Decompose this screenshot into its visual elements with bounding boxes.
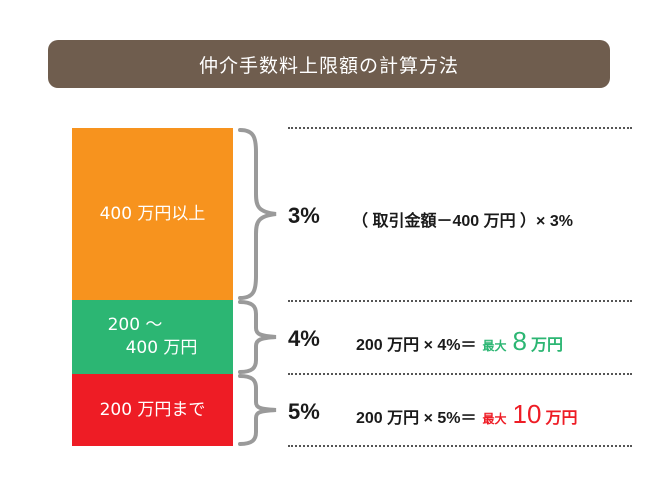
rate-5-percent: 5%	[288, 399, 320, 424]
max-label: 最大	[482, 412, 507, 426]
tier-label: 200 ～ 400 万円	[108, 314, 198, 360]
formula-text: 200 万円 × 5%＝	[356, 410, 477, 427]
rate-3-percent: 3%	[288, 203, 320, 228]
page-title: 仲介手数料上限額の計算方法	[198, 54, 459, 77]
formula-text: 200 万円 × 4%＝	[356, 337, 477, 354]
formula-tier-high: （ 取引金額－400 万円 ）× 3%	[352, 213, 573, 230]
max-value: 8	[512, 326, 527, 356]
tier-label: 400 万円以上	[99, 203, 206, 224]
tier-label-line1: 200 ～	[107, 315, 163, 336]
dotted-divider	[288, 127, 632, 129]
formula-tier-mid: 200 万円 × 4%＝ 最大 8 万円	[356, 326, 563, 357]
tier-block-400-and-above: 400 万円以上	[72, 128, 233, 300]
rate-4-percent: 4%	[288, 326, 320, 351]
tier-label: 200 万円まで	[99, 399, 206, 420]
max-unit: 万円	[531, 337, 564, 354]
title-bar: 仲介手数料上限額の計算方法	[48, 40, 610, 88]
max-value: 10	[512, 399, 542, 429]
formula-tier-low: 200 万円 × 5%＝ 最大 10 万円	[356, 399, 577, 430]
dotted-divider	[288, 373, 632, 375]
curly-brace-icon	[238, 128, 277, 300]
max-unit: 万円	[545, 410, 578, 427]
tier-label-line2: 400 万円	[125, 338, 198, 358]
tier-block-200-to-400: 200 ～ 400 万円	[72, 300, 233, 374]
tier-block-up-to-200: 200 万円まで	[72, 374, 233, 446]
max-label: 最大	[482, 339, 507, 353]
curly-brace-icon	[238, 300, 277, 374]
dotted-divider	[288, 300, 632, 302]
curly-brace-icon	[238, 374, 277, 446]
dotted-divider	[288, 445, 632, 447]
